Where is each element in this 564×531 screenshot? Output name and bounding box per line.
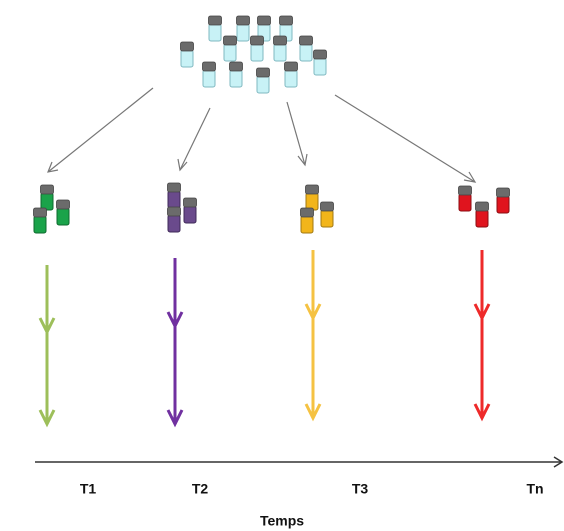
vial-body (208, 23, 222, 42)
vial-cap (40, 184, 54, 195)
vial-cap (475, 201, 489, 212)
tick-label: Tn (526, 481, 543, 497)
vial-cap (279, 15, 293, 26)
tick-label: T1 (80, 481, 97, 497)
vial-body (496, 195, 510, 214)
arrow-head (177, 158, 188, 172)
vial-body (300, 215, 314, 234)
arrow-head (463, 171, 477, 183)
arrow-head (38, 317, 56, 336)
vial-cap (208, 15, 222, 26)
vial-cap (305, 184, 319, 195)
vial-cap (273, 35, 287, 46)
arrow-head (473, 403, 491, 422)
vial-body (167, 190, 181, 209)
vial-body (320, 209, 334, 228)
arrow-head (297, 153, 308, 167)
vial-cap (167, 206, 181, 217)
vials (33, 15, 510, 234)
vial-cap (229, 61, 243, 72)
vial-cap (202, 61, 216, 72)
vial-cap (223, 35, 237, 46)
axis-label: Temps (260, 513, 304, 529)
arrow-head (38, 409, 56, 428)
tick-label: T2 (192, 481, 209, 497)
vial-body (40, 192, 54, 211)
vial-body (458, 193, 472, 212)
vial-body (202, 69, 216, 88)
vial-body (33, 215, 47, 234)
vial-body (313, 57, 327, 76)
arrow (47, 87, 154, 173)
vial-cap (284, 61, 298, 72)
vial-cap (183, 197, 197, 208)
vial-body (250, 43, 264, 62)
arrow-head (473, 303, 491, 322)
vial-body (236, 23, 250, 42)
vial-cap (167, 182, 181, 193)
vial-body (475, 209, 489, 228)
vial-body (180, 49, 194, 68)
vial-body (223, 43, 237, 62)
vial-body (183, 205, 197, 224)
vial-cap (180, 41, 194, 52)
vial-body (56, 207, 70, 226)
vial-body (273, 43, 287, 62)
vial-cap (33, 207, 47, 218)
vial-cap (236, 15, 250, 26)
vial-body (167, 214, 181, 233)
vial-body (256, 75, 270, 94)
tick-label: T3 (352, 481, 369, 497)
vial-cap (257, 15, 271, 26)
arrow-head (47, 161, 59, 173)
arrow-head (166, 409, 184, 428)
arrow-head (166, 311, 184, 330)
vial-cap (250, 35, 264, 46)
vial-body (299, 43, 313, 62)
arrow (286, 101, 306, 166)
vial-cap (496, 187, 510, 198)
arrow (179, 107, 211, 171)
vial-cap (299, 35, 313, 46)
vial-cap (320, 201, 334, 212)
vial-body (284, 69, 298, 88)
axis-head (553, 456, 564, 468)
vial-cap (300, 207, 314, 218)
vial-body (305, 192, 319, 211)
vial-cap (458, 185, 472, 196)
arrow (334, 94, 476, 183)
arrows (35, 87, 564, 468)
vial-cap (256, 67, 270, 78)
arrow-head (304, 403, 322, 422)
vial-cap (56, 199, 70, 210)
vial-body (229, 69, 243, 88)
arrow-head (304, 303, 322, 322)
vial-cap (313, 49, 327, 60)
